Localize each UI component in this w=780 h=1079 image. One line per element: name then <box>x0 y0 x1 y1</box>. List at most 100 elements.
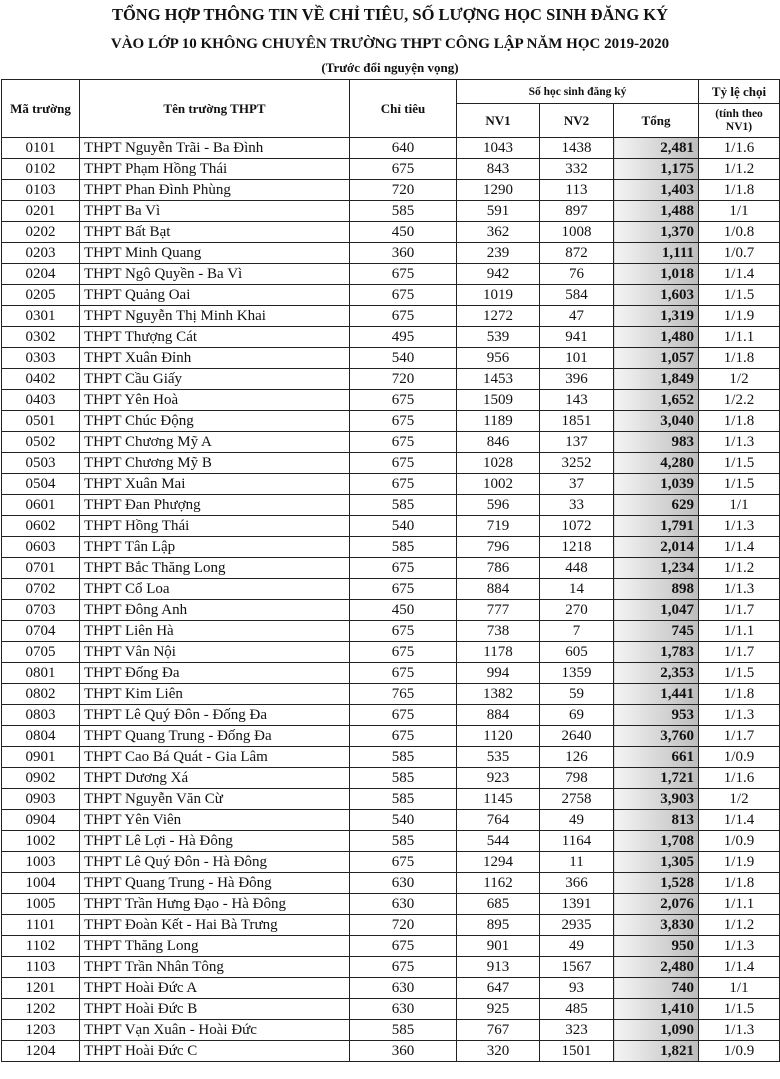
nv1: 1178 <box>456 641 540 663</box>
total: 1,821 <box>612 1040 700 1062</box>
nv2: 2758 <box>539 788 614 810</box>
table: Mã trường Tên trường THPT Chỉ tiêu Số họ… <box>1 79 780 1062</box>
total: 983 <box>612 431 700 453</box>
nv1: 239 <box>456 242 540 264</box>
quota: 720 <box>349 179 457 201</box>
school-name: THPT Chúc Động <box>79 410 350 432</box>
ratio: 1/1.3 <box>698 935 780 957</box>
nv2: 2935 <box>539 914 614 936</box>
school-code: 0102 <box>1 158 80 180</box>
ratio: 1/1.4 <box>698 536 780 558</box>
total: 1,319 <box>612 305 700 327</box>
quota: 640 <box>349 137 457 159</box>
quota: 585 <box>349 830 457 852</box>
ratio: 1/2 <box>698 368 780 390</box>
nv1: 1294 <box>456 851 540 873</box>
table-row: 1203 THPT Vạn Xuân - Hoài Đức 585 767 323 1,0… <box>1 1019 780 1041</box>
total: 1,849 <box>612 368 700 390</box>
ratio: 1/1.3 <box>698 1019 780 1041</box>
ratio: 1/1.6 <box>698 767 780 789</box>
school-name: THPT Hoài Đức A <box>79 977 350 999</box>
quota: 675 <box>349 662 457 684</box>
school-code: 0101 <box>1 137 80 159</box>
school-name: THPT Phan Đình Phùng <box>79 179 350 201</box>
nv1: 535 <box>456 746 540 768</box>
school-code: 1202 <box>1 998 80 1020</box>
nv1: 362 <box>456 221 540 243</box>
nv2: 1359 <box>539 662 614 684</box>
nv2: 1008 <box>539 221 614 243</box>
nv2: 37 <box>539 473 614 495</box>
school-code: 0205 <box>1 284 80 306</box>
nv1: 796 <box>456 536 540 558</box>
ratio: 1/1 <box>698 977 780 999</box>
school-name: THPT Đoàn Kết - Hai Bà Trưng <box>79 914 350 936</box>
quota: 585 <box>349 746 457 768</box>
school-name: THPT Dương Xá <box>79 767 350 789</box>
total: 1,370 <box>612 221 700 243</box>
quota: 585 <box>349 1019 457 1041</box>
nv1: 846 <box>456 431 540 453</box>
ratio: 1/1.3 <box>698 431 780 453</box>
column-header: Mã trường <box>1 79 80 138</box>
school-name: THPT Nguyễn Văn Cừ <box>79 788 350 810</box>
total: 1,783 <box>612 641 700 663</box>
total: 1,090 <box>612 1019 700 1041</box>
school-name: THPT Hoài Đức B <box>79 998 350 1020</box>
ratio: 1/1.5 <box>698 284 780 306</box>
ratio: 1/1.8 <box>698 410 780 432</box>
school-code: 0603 <box>1 536 80 558</box>
ratio: 1/1.1 <box>698 620 780 642</box>
quota: 450 <box>349 599 457 621</box>
nv1: 925 <box>456 998 540 1020</box>
quota: 540 <box>349 515 457 537</box>
title: VÀO LỚP 10 KHÔNG CHUYÊN TRƯỜNG THPT CÔNG… <box>110 36 670 52</box>
quota: 720 <box>349 914 457 936</box>
ratio: 1/1.8 <box>698 179 780 201</box>
quota: 585 <box>349 200 457 222</box>
quota: 675 <box>349 704 457 726</box>
quota: 675 <box>349 956 457 978</box>
school-name: THPT Tân Lập <box>79 536 350 558</box>
nv1: 1028 <box>456 452 540 474</box>
quota: 360 <box>349 1040 457 1062</box>
nv2: 2640 <box>539 725 614 747</box>
nv1: 777 <box>456 599 540 621</box>
table-row: 0503 THPT Chương Mỹ B 675 1028 3252 4,280 1/1.… <box>1 452 780 474</box>
school-code: 0204 <box>1 263 80 285</box>
nv2: 270 <box>539 599 614 621</box>
nv2: 47 <box>539 305 614 327</box>
school-name: THPT Phạm Hồng Thái <box>79 158 350 180</box>
nv1: 539 <box>456 326 540 348</box>
table-body: 0101 THPT Nguyễn Trãi - Ba Đình 640 1043 143… <box>1 137 780 1062</box>
ratio: 1/1.8 <box>698 683 780 705</box>
table-row: 0803 THPT Lê Quý Đôn - Đống Đa 675 884 69 953… <box>1 704 780 726</box>
ratio: 1/1.1 <box>698 326 780 348</box>
ratio: 1/1.6 <box>698 137 780 159</box>
total: 740 <box>612 977 700 999</box>
school-name: THPT Cao Bá Quát - Gia Lâm <box>79 746 350 768</box>
quota: 585 <box>349 494 457 516</box>
nv1: 1509 <box>456 389 540 411</box>
table-row: 0301 THPT Nguyễn Thị Minh Khai 675 1272 47 1,… <box>1 305 780 327</box>
nv1: 1290 <box>456 179 540 201</box>
nv1: 1043 <box>456 137 540 159</box>
nv2: 332 <box>539 158 614 180</box>
table-row: 1002 THPT Lê Lợi - Hà Đông 585 544 1164 1,708… <box>1 830 780 852</box>
quota: 720 <box>349 368 457 390</box>
school-code: 0904 <box>1 809 80 831</box>
school-code: 0704 <box>1 620 80 642</box>
nv2: 1391 <box>539 893 614 915</box>
total: 813 <box>612 809 700 831</box>
nv2: 1501 <box>539 1040 614 1062</box>
nv2: 605 <box>539 641 614 663</box>
table-row: 0302 THPT Thượng Cát 495 539 941 1,480 1/1.1 <box>1 326 780 348</box>
nv1: 923 <box>456 767 540 789</box>
school-name: THPT Bắc Thăng Long <box>79 557 350 579</box>
table-row: 0801 THPT Đống Đa 675 994 1359 2,353 1/1.5 <box>1 662 780 684</box>
total: 4,280 <box>612 452 700 474</box>
nv1: 738 <box>456 620 540 642</box>
table-row: 0103 THPT Phan Đình Phùng 720 1290 113 1,403 1… <box>1 179 780 201</box>
total: 1,791 <box>612 515 700 537</box>
table-row: 0804 THPT Quang Trung - Đống Đa 675 1120 264… <box>1 725 780 747</box>
